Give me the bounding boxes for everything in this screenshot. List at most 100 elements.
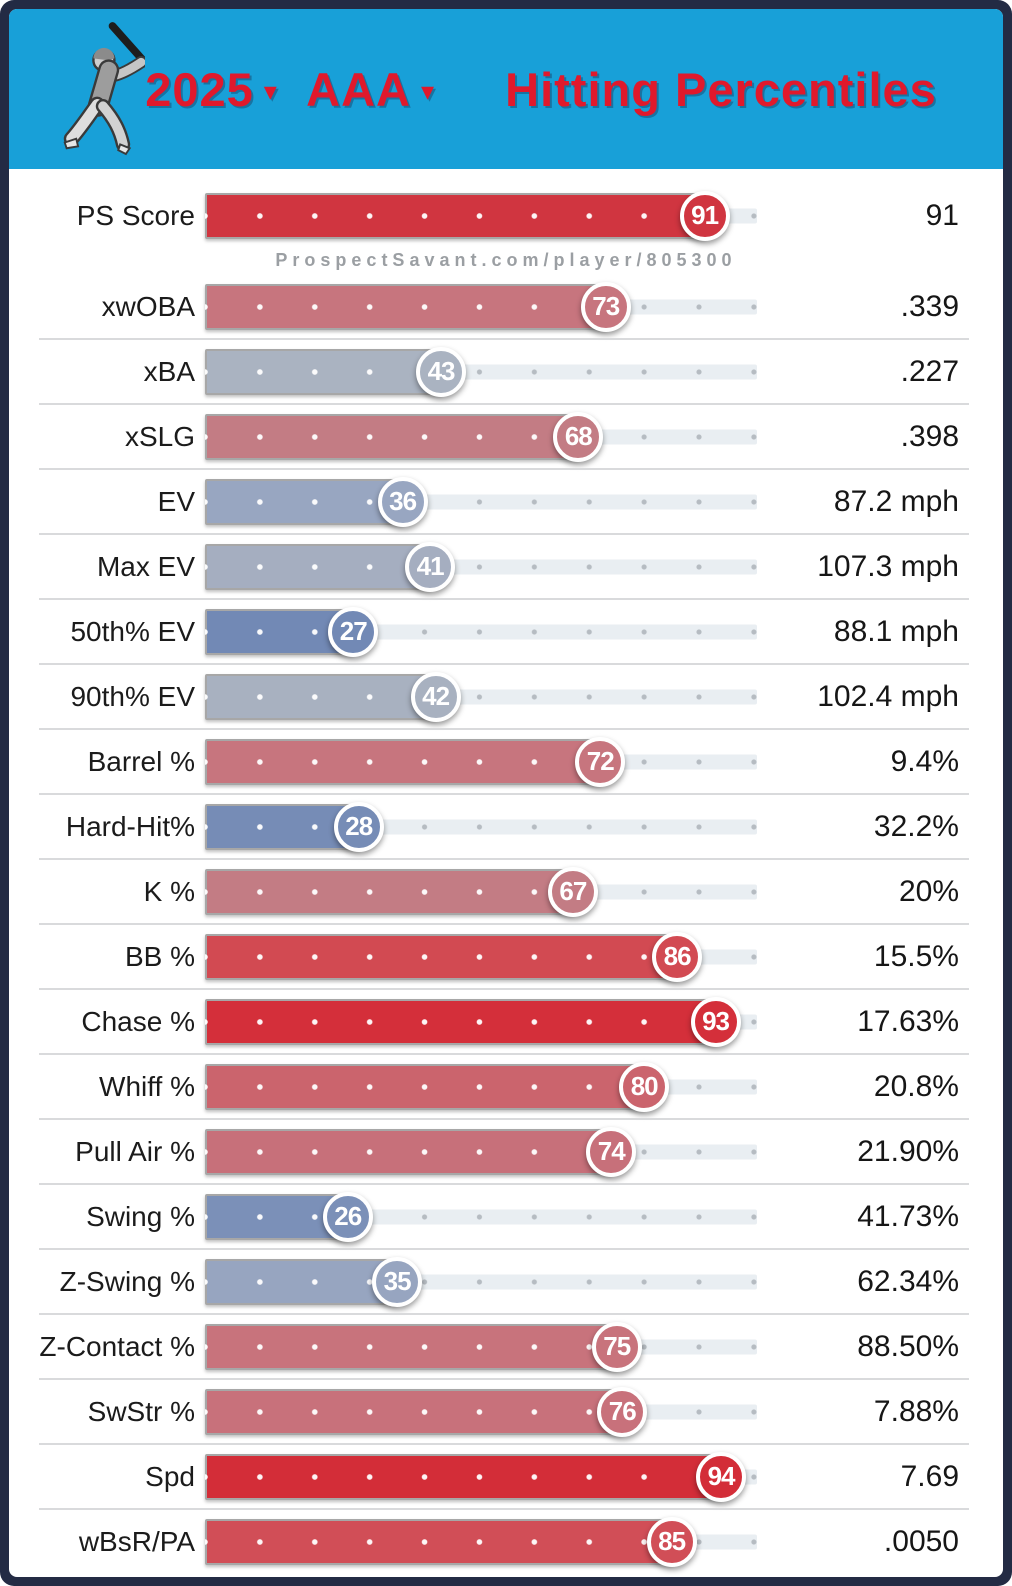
chevron-down-icon: ▾ <box>263 75 278 106</box>
stat-value: 21.90% <box>857 1134 959 1168</box>
stat-label: Pull Air % <box>75 1135 195 1167</box>
percentile-bubble: 85 <box>646 1516 697 1567</box>
stat-value: 20.8% <box>873 1069 959 1103</box>
percentile-bubble: 28 <box>333 801 384 852</box>
level-dropdown[interactable]: AAA ▾ <box>306 62 436 116</box>
percentile-bar: 41 <box>205 534 757 599</box>
stat-row: xSLG 68 .398 <box>9 403 1003 469</box>
stat-label: Chase % <box>81 1005 195 1037</box>
stat-value: .0050 <box>883 1524 959 1558</box>
percentile-bar: 93 <box>205 989 757 1054</box>
stat-row: K % 67 20% <box>9 858 1003 924</box>
stat-value: 87.2 mph <box>833 484 959 518</box>
bar-decile-dots <box>205 664 436 729</box>
stat-label: Swing % <box>86 1200 195 1232</box>
stat-row: Z-Swing % 35 62.34% <box>9 1248 1003 1314</box>
percentile-bar: 27 <box>205 599 757 664</box>
stat-label: SwStr % <box>87 1395 195 1427</box>
percentile-number: 41 <box>416 551 445 581</box>
percentile-number: 36 <box>389 486 417 516</box>
stat-row: Whiff % 80 20.8% <box>9 1053 1003 1119</box>
year-dropdown[interactable]: 2025 ▾ <box>145 62 278 116</box>
percentile-number: 75 <box>603 1331 631 1361</box>
percentile-bubble: 75 <box>591 1321 642 1372</box>
stat-value: 88.1 mph <box>833 614 959 648</box>
stat-row: xwOBA 73 .339 <box>9 274 1003 339</box>
stat-row: 90th% EV 42 102.4 mph <box>9 663 1003 729</box>
bar-decile-dots <box>205 989 716 1054</box>
bar-decile-dots <box>205 274 606 339</box>
stat-row: 50th% EV 27 88.1 mph <box>9 598 1003 664</box>
percentile-bar: 67 <box>205 859 757 924</box>
title-text: Hitting Percentiles <box>505 62 937 116</box>
percentile-number: 42 <box>422 681 450 711</box>
stat-value: 91 <box>925 198 959 232</box>
stat-value: 20% <box>898 874 959 908</box>
percentile-bar: 85 <box>205 1509 757 1574</box>
percentile-bar: 75 <box>205 1314 757 1379</box>
bar-decile-dots <box>205 339 442 404</box>
stat-label: Z-Contact % <box>39 1330 195 1362</box>
batter-icon <box>63 22 145 156</box>
percentile-bubble: 80 <box>619 1061 670 1112</box>
page-title: 2025 ▾ AAA ▾ Hitting Percentiles <box>145 62 967 117</box>
stat-row: Swing % 26 41.73% <box>9 1183 1003 1249</box>
percentile-bubble: 68 <box>553 411 604 462</box>
bar-decile-dots <box>205 183 705 248</box>
percentile-bubble: 73 <box>580 281 631 332</box>
stat-label: wBsR/PA <box>78 1525 195 1557</box>
percentile-bar: 42 <box>205 664 757 729</box>
percentile-bubble: 35 <box>372 1256 423 1307</box>
percentile-bubble: 43 <box>416 346 467 397</box>
percentile-bar: 80 <box>205 1054 757 1119</box>
stat-value: 7.69 <box>900 1459 959 1493</box>
stat-value: 88.50% <box>857 1329 959 1363</box>
stat-value: .227 <box>900 354 959 388</box>
percentile-number: 73 <box>592 291 620 321</box>
stat-row: Hard-Hit% 28 32.2% <box>9 793 1003 859</box>
percentile-number: 93 <box>702 1006 730 1036</box>
stat-label: 90th% EV <box>70 680 195 712</box>
bar-decile-dots <box>205 599 354 664</box>
stat-value: 62.34% <box>857 1264 959 1298</box>
stat-label: xBA <box>143 355 195 387</box>
stats-list: PS Score 91 91 ProspectSavant.com/player… <box>9 169 1003 1574</box>
percentile-bubble: 26 <box>322 1191 373 1242</box>
stat-row: BB % 86 15.5% <box>9 923 1003 989</box>
stat-value: 17.63% <box>857 1004 959 1038</box>
percentile-bar: 43 <box>205 339 757 404</box>
stat-row: PS Score 91 91 <box>9 183 1003 248</box>
percentile-bar: 68 <box>205 404 757 469</box>
percentile-bubble: 72 <box>575 736 626 787</box>
percentile-bubble: 36 <box>377 476 428 527</box>
percentile-bubble: 86 <box>652 931 703 982</box>
bar-decile-dots <box>205 729 601 794</box>
percentile-bubble: 67 <box>547 866 598 917</box>
percentile-number: 43 <box>427 356 456 386</box>
percentile-number: 94 <box>707 1461 736 1491</box>
percentile-number: 26 <box>334 1201 362 1231</box>
percentile-number: 27 <box>339 616 368 646</box>
bar-decile-dots <box>205 404 579 469</box>
bar-decile-dots <box>205 1444 722 1509</box>
bar-decile-dots <box>205 924 678 989</box>
stat-label: EV <box>157 485 195 517</box>
bar-decile-dots <box>205 1314 617 1379</box>
stat-row: SwStr % 76 7.88% <box>9 1378 1003 1444</box>
stat-value: .398 <box>900 419 959 453</box>
percentile-card: 2025 ▾ AAA ▾ Hitting Percentiles PS Score … <box>9 9 1003 1577</box>
stat-row: xBA 43 .227 <box>9 338 1003 404</box>
percentile-bar: 35 <box>205 1249 757 1314</box>
stat-value: 32.2% <box>873 809 959 843</box>
bar-decile-dots <box>205 469 403 534</box>
stat-label: Max EV <box>96 550 195 582</box>
percentile-bubble: 94 <box>696 1451 747 1502</box>
percentile-number: 76 <box>608 1396 637 1426</box>
bar-decile-dots <box>205 794 359 859</box>
stat-label: K % <box>143 875 195 907</box>
percentile-number: 35 <box>383 1266 412 1296</box>
stat-value: 7.88% <box>873 1394 959 1428</box>
percentile-bar: 73 <box>205 274 757 339</box>
percentile-bubble: 41 <box>405 541 456 592</box>
stat-label: xSLG <box>124 420 195 452</box>
